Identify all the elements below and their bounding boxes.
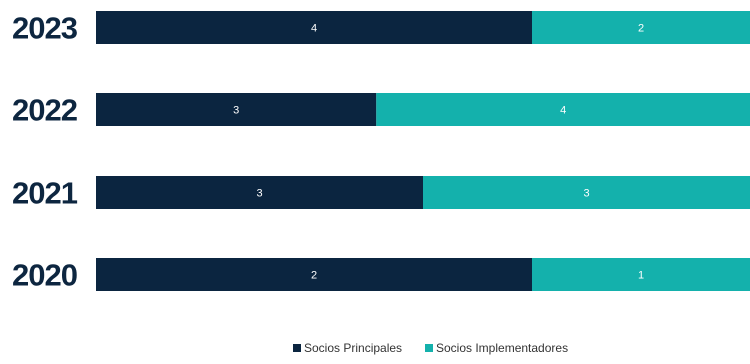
year-label-2023: 2023 bbox=[12, 11, 78, 46]
data-label-implementadores-2022: 4 bbox=[560, 105, 566, 117]
data-label-principales-2021: 3 bbox=[256, 188, 262, 200]
year-label-2020: 2020 bbox=[12, 258, 77, 293]
data-label-principales-2022: 3 bbox=[233, 105, 239, 117]
bar-implementadores-2022 bbox=[376, 93, 750, 126]
legend-swatch-principales bbox=[293, 344, 301, 352]
data-label-implementadores-2020: 1 bbox=[638, 270, 644, 282]
bar-principales-2021 bbox=[96, 176, 423, 209]
bar-principales-2022 bbox=[96, 93, 377, 126]
legend: Socios Principales Socios Implementadores bbox=[293, 341, 568, 355]
data-label-principales-2023: 4 bbox=[311, 23, 317, 35]
category-axis-labels: 2023 2022 2021 2020 bbox=[12, 11, 79, 293]
year-label-2021: 2021 bbox=[12, 176, 78, 211]
bars-group: 4 2 3 4 3 3 2 1 bbox=[96, 11, 750, 291]
data-label-implementadores-2023: 2 bbox=[638, 23, 644, 35]
bar-implementadores-2020 bbox=[532, 258, 750, 291]
legend-label-principales: Socios Principales bbox=[304, 341, 402, 355]
legend-label-implementadores: Socios Implementadores bbox=[436, 341, 568, 355]
data-label-implementadores-2021: 3 bbox=[583, 188, 589, 200]
legend-swatch-implementadores bbox=[425, 344, 433, 352]
data-label-principales-2020: 2 bbox=[311, 270, 317, 282]
year-label-2022: 2022 bbox=[12, 93, 77, 128]
bar-principales-2023 bbox=[96, 11, 532, 44]
bar-principales-2020 bbox=[96, 258, 532, 291]
bar-implementadores-2023 bbox=[532, 11, 750, 44]
bar-implementadores-2021 bbox=[423, 176, 750, 209]
